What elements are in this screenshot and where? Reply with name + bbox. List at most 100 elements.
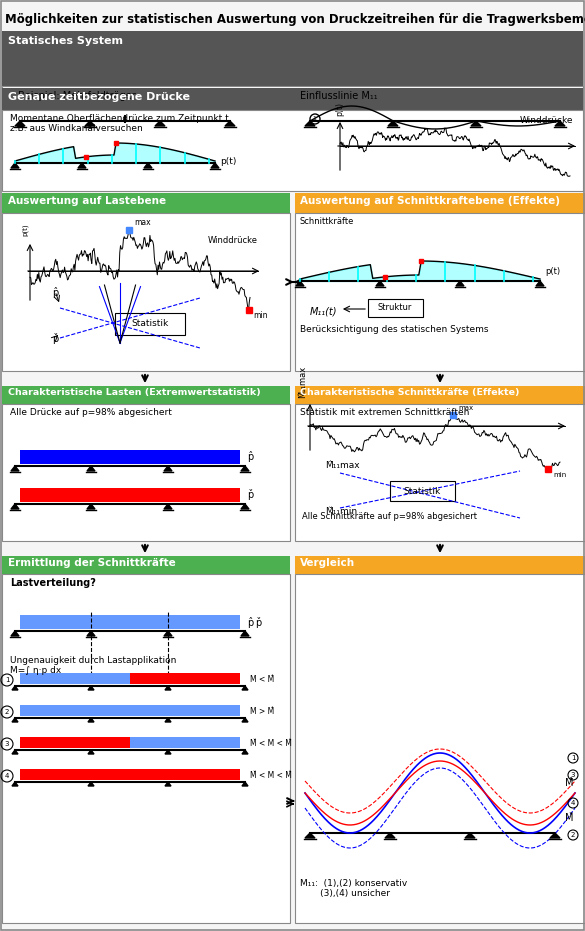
Polygon shape	[164, 504, 172, 509]
Polygon shape	[165, 750, 171, 754]
Text: p̌: p̌	[52, 332, 58, 344]
Text: Berücksichtigung des statischen Systems: Berücksichtigung des statischen Systems	[300, 325, 488, 333]
Polygon shape	[385, 833, 395, 838]
Text: Auswertung auf Schnittkraftebene (Effekte): Auswertung auf Schnittkraftebene (Effekt…	[300, 196, 560, 206]
Polygon shape	[165, 718, 171, 722]
Polygon shape	[296, 281, 304, 286]
Text: p̂: p̂	[247, 616, 253, 627]
Text: M̌ < M < M̂: M̌ < M < M̂	[250, 739, 292, 749]
Bar	[2, 31, 583, 86]
Polygon shape	[225, 121, 235, 126]
Text: Charakteristische Schnittkräfte (Effekte): Charakteristische Schnittkräfte (Effekte…	[300, 388, 519, 397]
Polygon shape	[165, 686, 171, 690]
Polygon shape	[165, 782, 171, 786]
Polygon shape	[87, 631, 95, 636]
Polygon shape	[242, 686, 248, 690]
Bar	[20, 615, 240, 629]
Text: 3: 3	[571, 772, 575, 778]
Bar	[295, 574, 585, 923]
Polygon shape	[242, 750, 248, 754]
Polygon shape	[376, 281, 384, 286]
Polygon shape	[164, 466, 172, 471]
Polygon shape	[555, 121, 565, 126]
Text: min: min	[253, 311, 268, 320]
Text: 4: 4	[571, 800, 575, 806]
Bar	[2, 386, 290, 404]
Polygon shape	[242, 718, 248, 722]
Text: M > M̂: M > M̂	[250, 708, 274, 717]
Text: Charakteristische Lasten (Extremwertstatistik): Charakteristische Lasten (Extremwertstat…	[8, 388, 261, 397]
Text: M̌: M̌	[565, 813, 573, 823]
Polygon shape	[456, 281, 464, 286]
Polygon shape	[465, 833, 475, 838]
Polygon shape	[88, 686, 94, 690]
Bar	[130, 673, 240, 684]
Polygon shape	[305, 121, 315, 126]
Polygon shape	[12, 782, 18, 786]
Polygon shape	[88, 718, 94, 722]
Text: Lastverteilung?: Lastverteilung?	[10, 578, 96, 588]
Text: M̌₁₁min: M̌₁₁min	[325, 506, 357, 516]
Text: M₁₁:  (1),(2) konservativ
       (3),(4) unsicher: M₁₁: (1),(2) konservativ (3),(4) unsiche…	[300, 879, 407, 898]
Bar	[2, 193, 290, 213]
Text: max: max	[458, 405, 473, 412]
Polygon shape	[241, 631, 249, 636]
Polygon shape	[388, 121, 398, 126]
Bar	[130, 769, 240, 780]
Polygon shape	[144, 163, 152, 168]
Polygon shape	[87, 466, 95, 471]
Polygon shape	[15, 121, 25, 126]
Polygon shape	[12, 718, 18, 722]
Text: Einflusslinie M₁₁: Einflusslinie M₁₁	[300, 91, 378, 101]
Text: M̂: M̂	[565, 778, 573, 788]
Text: Winddrücke: Winddrücke	[519, 116, 573, 125]
Text: Momentane Oberflächendrücke zum Zeitpunkt t: Momentane Oberflächendrücke zum Zeitpunk…	[10, 114, 229, 123]
Text: M < M̂: M < M̂	[250, 676, 274, 684]
Bar	[2, 574, 290, 923]
Polygon shape	[88, 782, 94, 786]
Bar	[20, 705, 130, 716]
Bar	[2, 556, 290, 574]
Text: max: max	[135, 218, 151, 226]
Text: p̂: p̂	[52, 288, 58, 299]
Polygon shape	[305, 833, 315, 838]
Polygon shape	[550, 833, 560, 838]
Text: p(t): p(t)	[545, 266, 560, 276]
Polygon shape	[87, 504, 95, 509]
Text: Genaue zeitbezogene Drücke: Genaue zeitbezogene Drücke	[8, 92, 190, 102]
Text: Schnittkräfte: Schnittkräfte	[300, 217, 355, 226]
Polygon shape	[242, 782, 248, 786]
Text: 2: 2	[571, 832, 575, 838]
Bar	[20, 673, 130, 684]
Bar	[390, 481, 455, 501]
Text: 3: 3	[5, 741, 9, 747]
Text: M=∫ η·p dx: M=∫ η·p dx	[10, 666, 61, 675]
Text: p̌: p̌	[247, 490, 253, 501]
Text: 4: 4	[5, 773, 9, 779]
Polygon shape	[12, 750, 18, 754]
Polygon shape	[88, 750, 94, 754]
Text: M̂₁₁max: M̂₁₁max	[298, 366, 307, 398]
Bar	[2, 213, 290, 371]
Bar	[295, 386, 585, 404]
Text: p(t): p(t)	[22, 223, 28, 236]
Text: M̌ < M < M̂: M̌ < M < M̂	[250, 772, 292, 780]
Text: min: min	[553, 472, 566, 479]
Polygon shape	[78, 163, 86, 168]
Text: M̂₁₁max: M̂₁₁max	[325, 461, 360, 469]
Text: p̌: p̌	[255, 616, 261, 627]
Polygon shape	[11, 163, 19, 168]
Polygon shape	[11, 504, 19, 509]
Bar	[2, 88, 583, 110]
Text: Winddrücke: Winddrücke	[208, 236, 258, 245]
Bar	[130, 705, 240, 716]
Text: 1: 1	[5, 677, 9, 683]
Bar	[20, 450, 240, 464]
Bar	[295, 193, 585, 213]
Polygon shape	[471, 121, 481, 126]
Polygon shape	[211, 163, 219, 168]
Bar	[20, 737, 130, 748]
Bar	[130, 737, 240, 748]
Polygon shape	[164, 631, 172, 636]
Polygon shape	[155, 121, 165, 126]
